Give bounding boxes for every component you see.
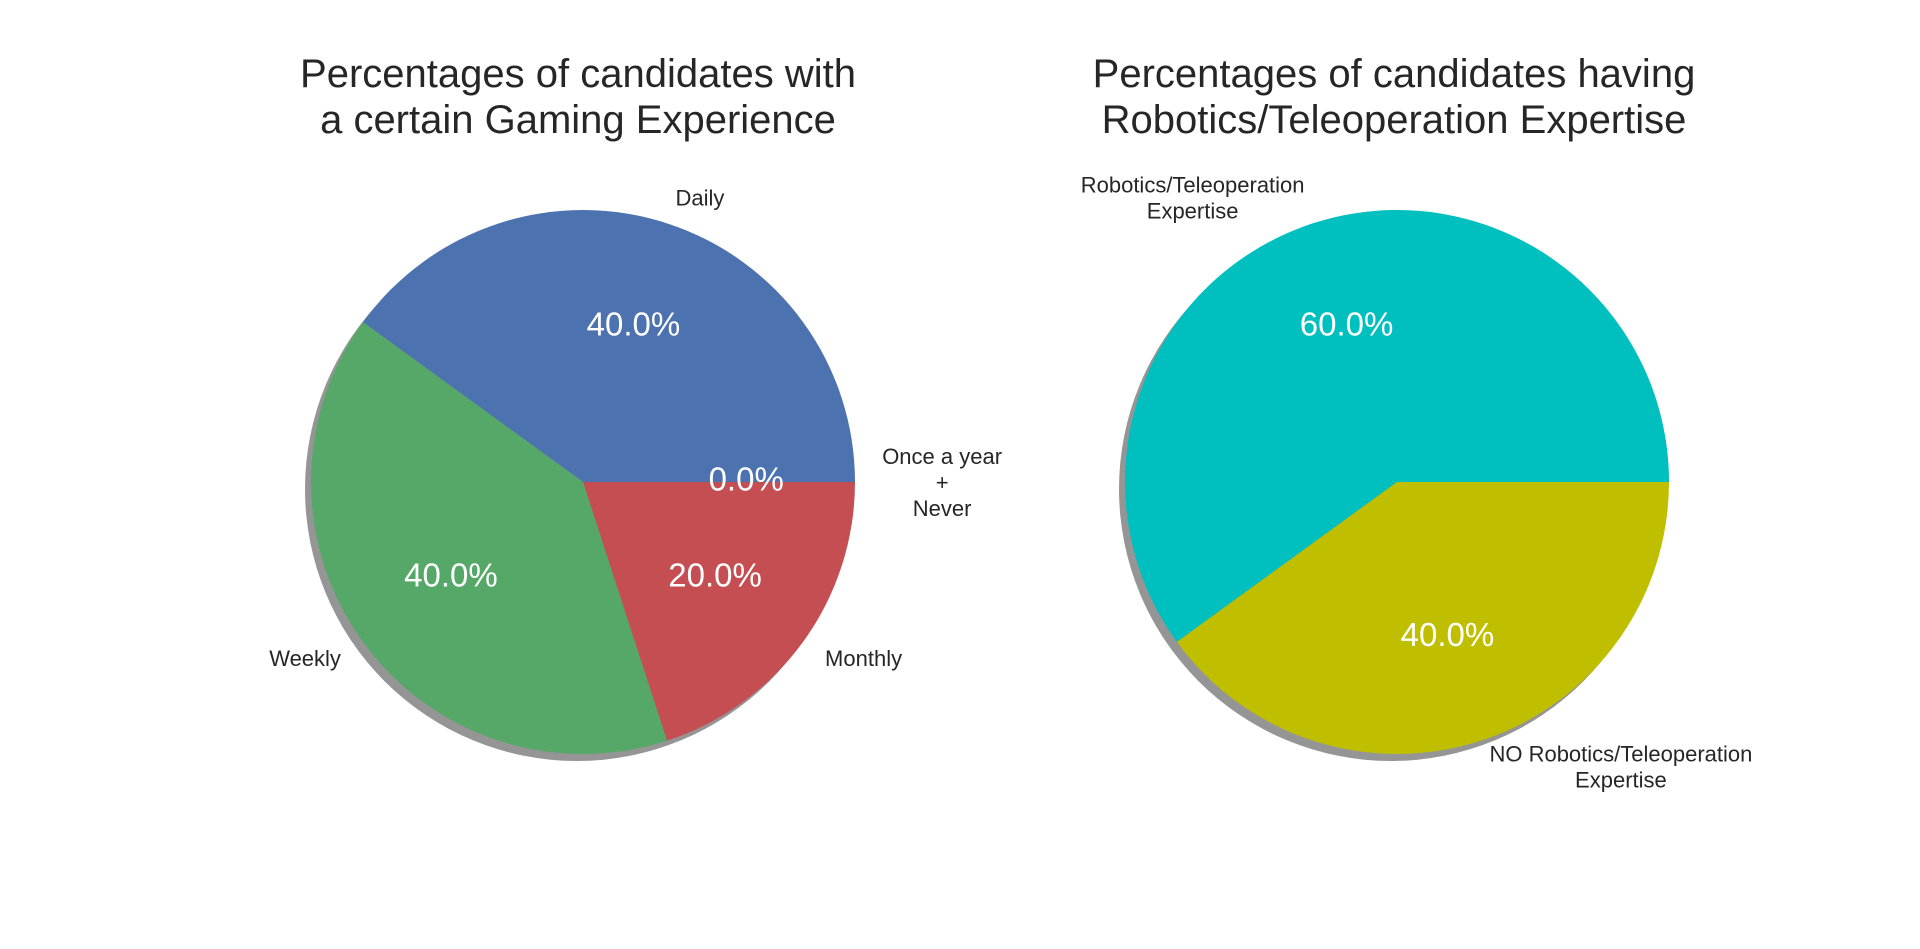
- chart-title-line-2: a certain Gaming Experience: [320, 98, 836, 142]
- pie-pct-label-monthly: 20.0%: [668, 557, 762, 594]
- pie-slice-daily: [362, 210, 855, 482]
- pie-slice-monthly: [583, 482, 855, 741]
- pie-chart-robotics-expertise: Percentages of candidates having Robotic…: [1081, 52, 1753, 793]
- pie-category-label-no-robotics-teleoperation-expertise: NO Robotics/Teleoperation Expertise: [1489, 742, 1752, 793]
- pie-chart-gaming-experience: Percentages of candidates with a certain…: [269, 52, 1002, 761]
- pie-pct-label-robotics-teleoperation-expertise: 60.0%: [1300, 306, 1394, 343]
- chart-title-line-2: Robotics/Teleoperation Expertise: [1102, 98, 1687, 142]
- pie-category-label-once-a-year-never: Once a year + Never: [882, 444, 1002, 521]
- pie-category-label-monthly: Monthly: [825, 646, 902, 671]
- pie-slice-no-robotics-teleoperation-expertise: [1176, 482, 1669, 754]
- chart-title-line-1: Percentages of candidates with: [300, 52, 856, 96]
- pie-category-label-robotics-teleoperation-expertise: Robotics/Teleoperation Expertise: [1081, 172, 1305, 223]
- pie-pct-label-daily: 40.0%: [587, 306, 681, 343]
- pie-slice-weekly: [311, 322, 668, 754]
- pie-slice-robotics-teleoperation-expertise: [1124, 209, 1669, 642]
- pie-pct-label-no-robotics-teleoperation-expertise: 40.0%: [1401, 616, 1495, 653]
- pie-category-label-daily: Daily: [675, 185, 724, 210]
- chart-title-line-1: Percentages of candidates having: [1093, 52, 1696, 96]
- pie-pct-label-once-a-year-never: 0.0%: [709, 461, 784, 498]
- pie-pct-label-weekly: 40.0%: [404, 557, 498, 594]
- pie-category-label-weekly: Weekly: [269, 646, 341, 671]
